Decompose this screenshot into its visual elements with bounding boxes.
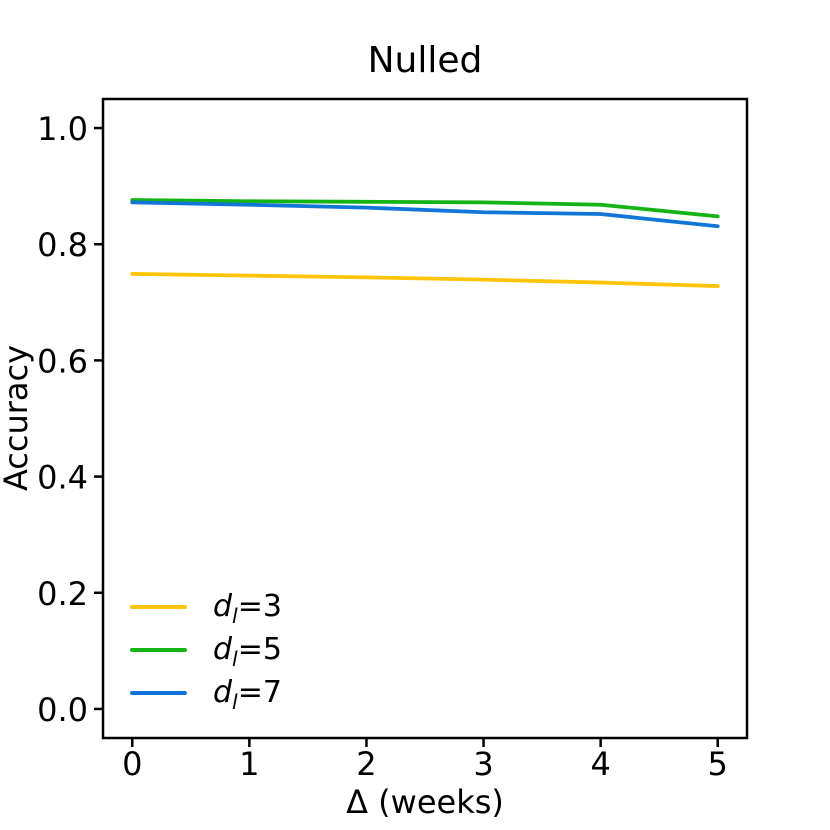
legend-swatch-line-dl5 [130, 648, 187, 652]
legend-sub: l [232, 690, 238, 714]
x-tick-label: 4 [590, 745, 610, 783]
y-tick-label: 1.0 [37, 110, 88, 148]
x-axis-label: Δ (weeks) [346, 783, 504, 821]
legend-label-dl7: dl=7 [213, 675, 282, 713]
legend-item-dl3: dl=3 [130, 589, 282, 627]
legend-var: d [213, 632, 233, 667]
y-tick-label: 0.4 [37, 459, 88, 497]
x-tick-label: 3 [473, 745, 493, 783]
legend: dl=3 dl=5 dl=7 [130, 589, 282, 713]
legend-swatch-line-dl7 [130, 691, 187, 695]
x-tick-label: 0 [122, 745, 142, 783]
chart-title: Nulled [367, 40, 483, 81]
y-tick-label: 0.6 [37, 342, 88, 380]
legend-var: d [213, 589, 233, 624]
x-tick-label: 5 [708, 745, 728, 783]
legend-eq: =5 [237, 632, 282, 667]
y-tick-label: 0.2 [37, 575, 88, 613]
series-line-d_l=7 [130, 200, 720, 229]
series-line-d_l=5 [130, 198, 720, 219]
legend-swatch-line-dl3 [130, 605, 187, 609]
x-tick-label: 2 [356, 745, 376, 783]
legend-eq: =3 [237, 589, 282, 624]
legend-sub: l [232, 647, 238, 671]
legend-label-dl5: dl=5 [213, 632, 282, 670]
plot-border [101, 97, 749, 740]
legend-eq: =7 [237, 675, 282, 710]
y-tick-label: 0.0 [37, 691, 88, 729]
legend-item-dl5: dl=5 [130, 632, 282, 670]
legend-label-dl3: dl=3 [213, 589, 282, 627]
series-line-d_l=3 [130, 271, 720, 288]
y-tick-label: 0.8 [37, 226, 88, 264]
y-axis-label: Accuracy [0, 344, 35, 492]
legend-sub: l [232, 604, 238, 628]
legend-var: d [213, 675, 233, 710]
x-tick-label: 1 [239, 745, 259, 783]
legend-item-dl7: dl=7 [130, 675, 282, 713]
